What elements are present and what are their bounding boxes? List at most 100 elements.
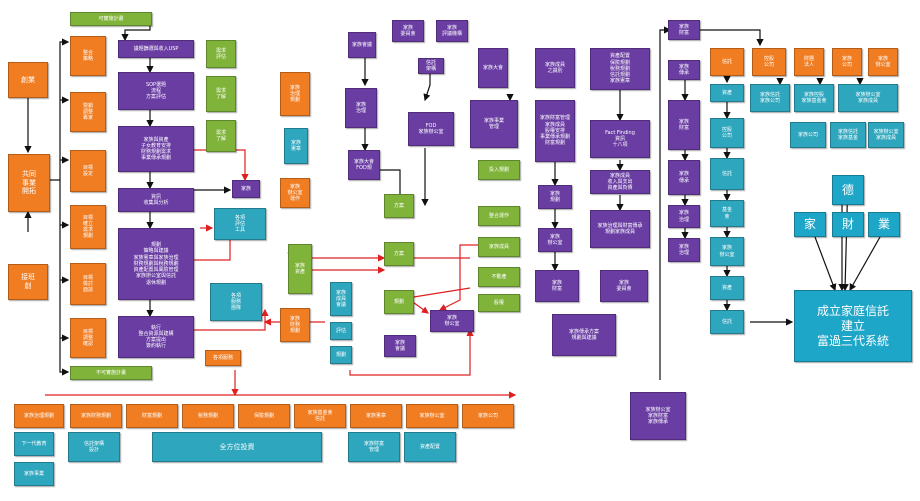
right-col-teal: 家族 辦公室 xyxy=(710,237,744,266)
right-col-teal: 控股 公司 xyxy=(710,118,744,148)
mid-teal-charter: 家族 憲章 xyxy=(284,128,308,164)
bottom-teal-item: 家族財富 管理 xyxy=(348,432,400,462)
rc-purple: 家族財富管理 家族成員 股權安排 事業傳承規劃 財富規劃 xyxy=(535,100,575,162)
right-top-orange: 信託 xyxy=(710,48,744,76)
right-col-teal: 資產 xyxy=(710,276,744,300)
connector-purple: 家族辦公室 家族財富 家族傳承 xyxy=(630,392,686,440)
bottom-orange-item: 家族基金會 信託 xyxy=(294,404,346,428)
right-top-orange: 財團 法人 xyxy=(794,48,824,76)
col-c-need: 需求 了解 xyxy=(206,120,236,152)
right-col-teal: 基金 會 xyxy=(710,200,744,227)
bottom-orange-item: 家族憲章 xyxy=(350,404,402,428)
rc-purple: 家族成員 之識別 xyxy=(535,48,575,88)
triad-top: 德 xyxy=(832,175,864,205)
col-c-need: 需求 了解 xyxy=(206,76,236,112)
right-col-teal: 信託 xyxy=(710,158,744,190)
fod-office-box: FOD 家族辦公室 xyxy=(408,112,454,146)
center-trust-box: 信託 架構 xyxy=(418,58,444,74)
mid-green-assets: 家族 資產 xyxy=(288,244,312,294)
triad-left: 家 xyxy=(794,212,826,237)
chain-box: 家族 財富 xyxy=(668,20,700,40)
chain-box: 家族 傳承 xyxy=(668,160,700,195)
mid-orange-office: 家族 辦公室 運作 xyxy=(280,178,310,208)
chain-box: 家族 治理 xyxy=(668,205,700,228)
chain-box: 家族 傳承 xyxy=(668,60,700,80)
assessment-tools-box: 各項 評估 工具 xyxy=(214,208,266,240)
triad-center: 財 xyxy=(832,212,864,237)
top-green-plan: 可實施計畫 xyxy=(70,12,152,26)
tiny-teal-plan: 規劃 xyxy=(330,346,352,364)
bottom-teal-item: 下一代教育 xyxy=(14,432,54,456)
col-a-item: 目標 設定 xyxy=(70,150,106,192)
right-green-plan: 不動產 xyxy=(478,267,520,287)
rc-ss: 家族治理與財富傳承 規劃家族成員 xyxy=(590,210,650,248)
col-a-item: 目標 檢討 面談 xyxy=(70,263,106,305)
right-teal-ul: 家族辦公室 家族成員 xyxy=(868,122,904,148)
bottom-orange-item: 家族辦公室 xyxy=(406,404,458,428)
family-box: 家族 xyxy=(232,180,260,198)
right-col-teal: 信託 xyxy=(710,310,744,334)
tiny-teal-assess: 評估 xyxy=(330,322,352,340)
rc-small: 家族 辦公室 xyxy=(538,228,572,252)
col-a-item: 整合 策略 xyxy=(70,36,106,76)
col-b-step: 執行 整合資源與建構 方案提出 簽約執行 xyxy=(118,316,194,358)
col-a-item: 目標 確立 需求 規劃 xyxy=(70,205,106,249)
rc-tx: 家族成員 收入與支出 資產與負債 xyxy=(590,170,650,194)
rc-small: 家族 規劃 xyxy=(538,185,572,209)
right-top-orange: 家族 公司 xyxy=(832,48,862,76)
col-b-step: 規劃 策略與建議 家族憲章與家族治理 財務規劃與稅務規劃 資產配置與風險管理 家… xyxy=(118,228,194,300)
tiny-teal-meeting: 家族 成員 會議 xyxy=(330,282,352,316)
center-box-committee: 家族會議 xyxy=(348,32,376,58)
service-team-box: 各項 服務 團隊 xyxy=(210,283,262,321)
right-teal-ul: 家族信託 家族基金 xyxy=(830,122,866,148)
right-teal-row: 家族信託 家族公司 xyxy=(750,84,790,112)
center-top-box: 家族 評議機構 xyxy=(436,20,468,42)
mid-green-plan: 規劃 xyxy=(384,290,414,314)
right-teal-row: 家族控股 家族基金會 xyxy=(794,84,834,112)
right-green-plan: 整合運作 xyxy=(478,206,520,226)
fact-finding-box: Fact Finding 資訊 十八項 xyxy=(590,120,650,158)
family-meeting-box: 家族 會議 xyxy=(384,335,416,357)
col-a-item: 營銷 調整 專家 xyxy=(70,92,106,132)
center-box-right: 家族事業 管理 xyxy=(470,100,518,148)
start-box-founding: 創業 xyxy=(8,62,48,98)
mid-orange-finance: 家族 財務 規劃 xyxy=(280,308,310,342)
chain-box: 家族 治理 xyxy=(668,238,700,262)
right-teal-row: 家族辦公室 家族成員 xyxy=(838,84,898,112)
center-box-assembly: 家族大會 FOD規 xyxy=(348,150,380,180)
triad-right: 業 xyxy=(868,212,900,237)
rc-small: 家族 財富 xyxy=(535,270,579,302)
bottom-orange-item: 家族公司 xyxy=(462,404,514,428)
col-a-item: 目標 調整 確認 xyxy=(70,318,106,358)
bottom-orange-item: 財富規劃 xyxy=(126,404,178,428)
bottom-teal-item: 資產配置 xyxy=(404,432,456,462)
rc-small: 家族 委員會 xyxy=(600,270,648,302)
legal-services-box: 各項服務 xyxy=(205,350,241,366)
bottom-green-plan: 不可實施計畫 xyxy=(70,366,152,380)
mid-green-plan: 方案 xyxy=(384,242,414,266)
right-top-orange: 家族 辦公室 xyxy=(868,48,898,76)
joint-venture-box: 共同 事業 開拓 xyxy=(8,154,50,212)
col-b-step: 家族與資產 子女教育安排 財務規劃需求 事業傳承規劃 xyxy=(118,126,194,172)
col-b-step: 議題篩選與收入USP xyxy=(118,40,194,58)
mid-green-plan: 方案 xyxy=(384,194,414,218)
center-box-governance: 家族 治理 xyxy=(345,88,377,128)
final-goal-box: 成立家庭信託 建立 富過三代系統 xyxy=(794,290,912,362)
right-green-plan: 股權 xyxy=(478,294,520,312)
family-office-box: 家族 辦公室 xyxy=(430,310,474,332)
center-top-box: 家族 委員會 xyxy=(392,20,424,42)
col-b-step: 資訊 收集與分析 xyxy=(118,188,194,212)
succession-box: 接班 創 xyxy=(8,264,48,300)
col-b-step: SOP選題 流程 方案評估 xyxy=(118,72,194,110)
rc-bt: 家族傳承方案 規劃與建議 xyxy=(552,314,616,356)
col-c-need: 需求 評估 xyxy=(206,40,236,68)
center-box-right: 家族大會 xyxy=(478,48,508,88)
right-teal-ul: 家族公司 xyxy=(790,122,826,148)
bottom-teal-investment: 全方位投資 xyxy=(152,432,322,462)
mid-orange-governance: 家族 治理 規劃 xyxy=(280,72,310,116)
bottom-orange-item: 稅務規劃 xyxy=(182,404,234,428)
chain-box: 家族 財富 xyxy=(668,100,700,150)
bottom-teal-item: 信託架構 設計 xyxy=(68,432,120,462)
right-green-plan: 家族成員 xyxy=(478,237,520,257)
right-top-orange: 控股 公司 xyxy=(752,48,786,76)
